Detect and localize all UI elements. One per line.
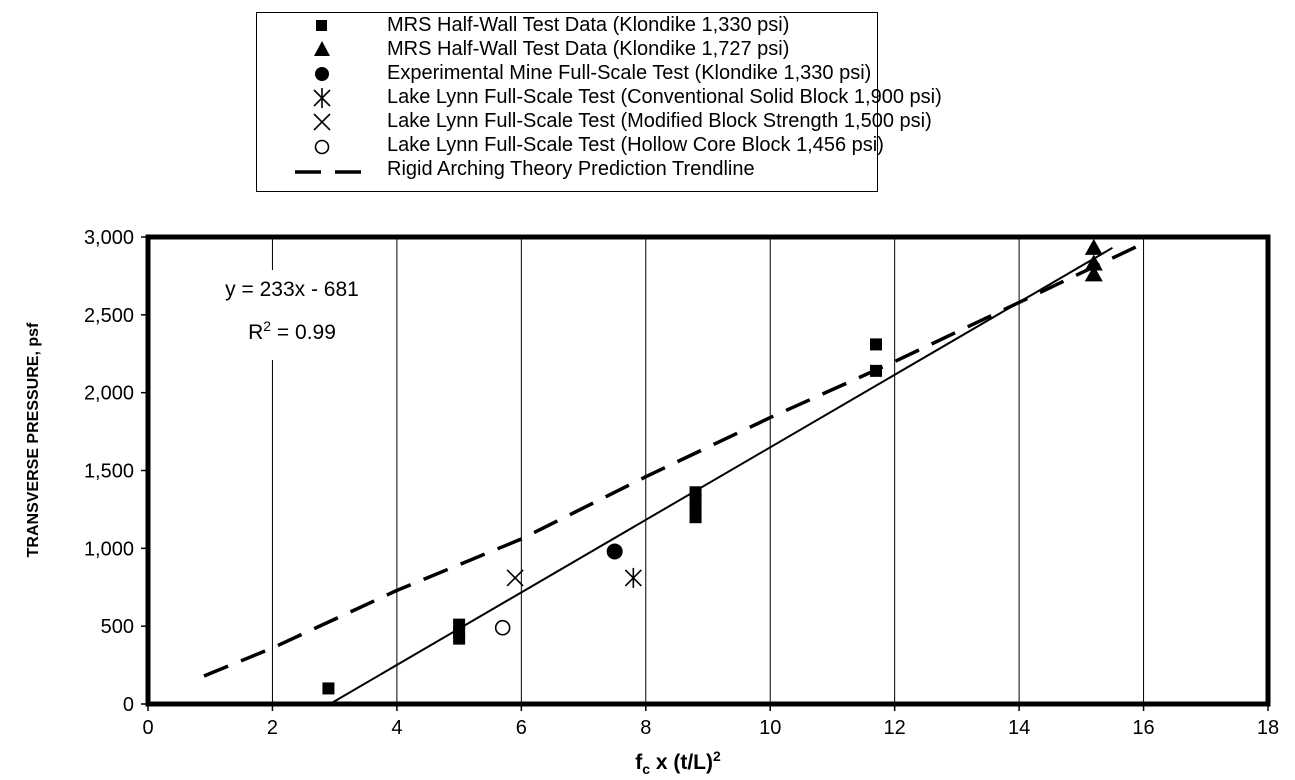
regression-annotation: y = 233x - 681 R2 = 0.99 [212,270,372,360]
square-point [689,486,702,499]
grid-lines [271,237,1145,704]
y-tick-label: 500 [101,616,134,638]
asterisk-marker-icon [313,88,331,108]
x-tick-label: 14 [1008,717,1030,739]
x-tick-label: 12 [884,717,906,739]
y-tick-label: 1,000 [84,538,134,560]
x-tick-label: 8 [640,717,651,739]
legend-item-lake-lynn-modified: Lake Lynn Full-Scale Test (Modified Bloc… [257,109,932,133]
y-tick-label: 0 [123,694,134,716]
legend-label: MRS Half-Wall Test Data (Klondike 1,727 … [387,38,790,60]
legend-label: MRS Half-Wall Test Data (Klondike 1,330 … [387,14,790,36]
legend-label: Lake Lynn Full-Scale Test (Conventional … [387,86,942,108]
square-marker-icon [316,20,327,31]
x-axis-label: fc x (t/L)2 [635,748,721,778]
legend-item-mrs-1727: MRS Half-Wall Test Data (Klondike 1,727 … [257,37,877,61]
r-squared: R2 = 0.99 [248,318,336,344]
filled-circle-marker-icon [315,67,329,81]
legend-item-mrs-1330: MRS Half-Wall Test Data (Klondike 1,330 … [257,13,877,37]
asterisk-point [624,567,642,588]
square-point [322,682,335,695]
legend-label: Lake Lynn Full-Scale Test (Hollow Core B… [387,134,884,156]
square-point [870,364,882,377]
y-tick-label: 2,500 [84,305,134,327]
x-tick-label: 16 [1132,717,1154,739]
x-point [506,569,524,587]
legend-label: Rigid Arching Theory Prediction Trendlin… [387,158,755,180]
x-tick-label: 0 [142,717,153,739]
axis-ticks: 0 2 4 6 8 10 12 14 16 18 0 500 1,000 1,500 2,000 2,500 3… [84,227,1279,739]
y-axis-label: TRANSVERSE PRESSURE, psf [25,322,42,558]
fit-line-layer [329,246,1113,705]
trendline-dashed [203,244,1139,678]
square-point [453,618,466,631]
legend-label: Experimental Mine Full-Scale Test (Klond… [387,62,872,84]
trendline-layer [203,244,1139,678]
dashed-line-icon [295,170,367,174]
legend-label: Lake Lynn Full-Scale Test (Modified Bloc… [387,110,932,132]
y-tick-label: 2,000 [84,383,134,405]
triangle-point [1084,254,1103,271]
x-marker-icon [313,113,331,131]
x-tick-label: 6 [516,717,527,739]
x-tick-label: 4 [391,717,402,739]
legend-item-lake-lynn-hollow: Lake Lynn Full-Scale Test (Hollow Core B… [257,133,884,157]
x-tick-label: 10 [759,717,781,739]
regression-fit-line [329,246,1113,705]
open-circle-marker-icon [314,139,330,155]
open-circle-point [494,619,511,636]
triangle-point [1084,265,1103,282]
x-tick-label: 2 [267,717,278,739]
y-tick-label: 1,500 [84,461,134,483]
regression-equation: y = 233x - 681 [225,278,359,301]
triangle-point [1084,238,1103,255]
marker-stroke [506,569,524,587]
filled-circle-point [606,543,623,560]
legend-item-lake-lynn-conventional: Lake Lynn Full-Scale Test (Conventional … [257,85,942,109]
x-tick-label: 18 [1257,717,1279,739]
data-points-layer [322,238,1103,695]
legend: MRS Half-Wall Test Data (Klondike 1,330 … [256,12,942,192]
legend-item-trendline: Rigid Arching Theory Prediction Trendlin… [257,157,877,181]
square-point [870,338,882,351]
legend-item-experimental-mine: Experimental Mine Full-Scale Test (Klond… [257,61,877,85]
square-point [689,511,702,524]
y-tick-label: 3,000 [84,227,134,249]
triangle-marker-icon [314,41,330,56]
